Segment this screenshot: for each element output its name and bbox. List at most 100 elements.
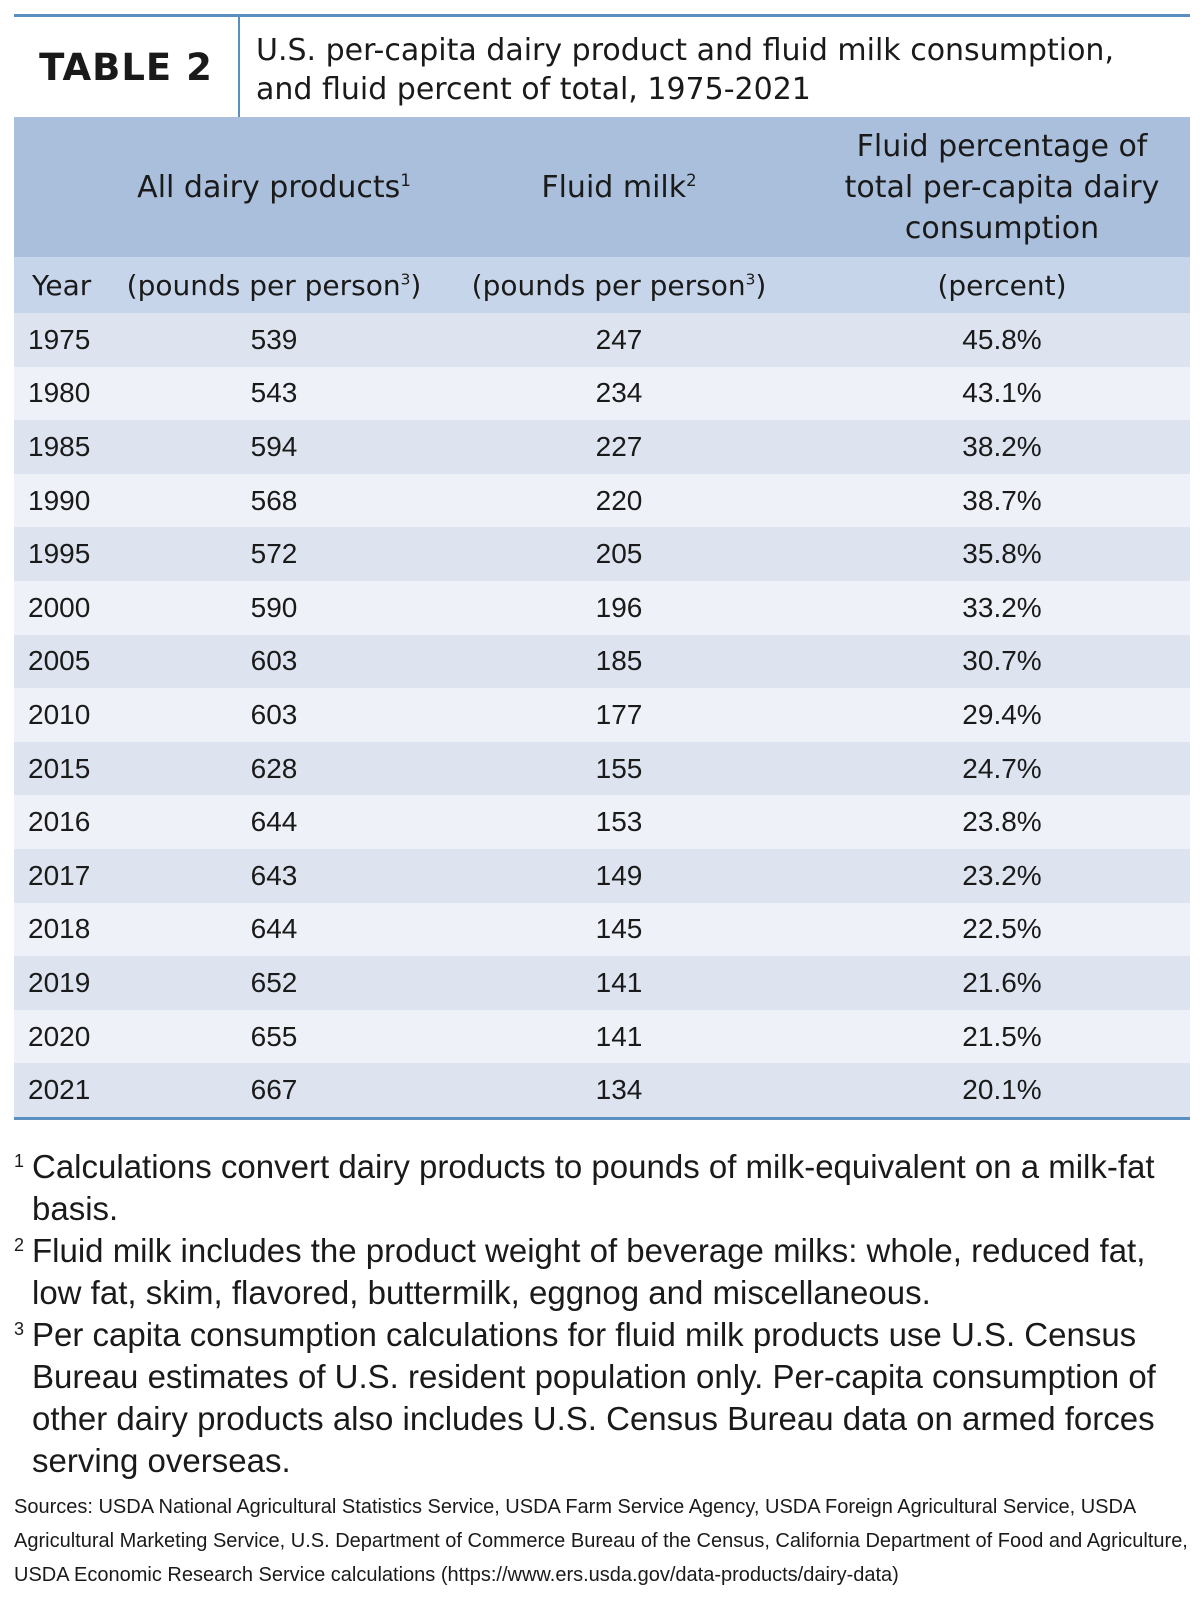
cell-fluid-pct: 30.7% bbox=[962, 645, 1042, 677]
cell-fluid-pct: 38.2% bbox=[962, 430, 1042, 462]
table-row: 2000 590 196 33.2% bbox=[14, 580, 1190, 635]
footnote-ref-3b: 3 bbox=[745, 270, 756, 289]
footnote-ref-2: 2 bbox=[686, 170, 697, 190]
cell-fluid-pct: 24.7% bbox=[962, 752, 1042, 784]
cell-fluid-pct: 22.5% bbox=[962, 913, 1042, 945]
fluid-milk-units-text: (pounds per person bbox=[471, 268, 746, 302]
table-row: 2016 644 153 23.8% bbox=[14, 795, 1190, 849]
cell-fluid-pct: 23.8% bbox=[962, 806, 1042, 838]
sources-note: Sources: USDA National Agricultural Stat… bbox=[14, 1495, 1188, 1586]
cell-all-dairy: 628 bbox=[250, 752, 298, 784]
cell-fluid-milk: 145 bbox=[595, 913, 643, 945]
col-all-dairy-label: All dairy products bbox=[137, 169, 401, 205]
cell-fluid-milk: 185 bbox=[595, 645, 643, 677]
cell-fluid-milk: 141 bbox=[595, 966, 643, 998]
table-row: 2020 655 141 21.5% bbox=[14, 1009, 1190, 1064]
footnote-ref-1: 1 bbox=[400, 170, 411, 190]
footnote: 1 Calculations convert dairy products to … bbox=[14, 1146, 1190, 1230]
cell-year: 2010 bbox=[28, 698, 91, 730]
cell-year: 1985 bbox=[28, 430, 91, 462]
cell-fluid-pct: 45.8% bbox=[962, 323, 1042, 355]
cell-fluid-pct: 23.2% bbox=[962, 859, 1042, 891]
col-fluid-milk-label: Fluid milk bbox=[541, 169, 687, 205]
table-header: TABLE 2 U.S. per-capita dairy product an… bbox=[14, 17, 1190, 117]
all-dairy-units-text: (pounds per person bbox=[126, 268, 401, 302]
table-row: 2018 644 145 22.5% bbox=[14, 902, 1190, 957]
col-fluid-pct-line-1: Fluid percentage of bbox=[856, 128, 1148, 164]
table-title: U.S. per-capita dairy product and fluid … bbox=[240, 17, 1190, 117]
cell-fluid-pct: 43.1% bbox=[962, 377, 1042, 409]
footnote: 3 Per capita consumption calculations for… bbox=[14, 1314, 1190, 1482]
cell-all-dairy: 594 bbox=[250, 430, 298, 462]
cell-fluid-milk: 234 bbox=[595, 377, 643, 409]
cell-year: 2000 bbox=[28, 591, 91, 623]
table-row: 2005 603 185 30.7% bbox=[14, 634, 1190, 689]
column-header-row: All dairy products1 Fluid milk2 Fluid pe… bbox=[14, 117, 1190, 257]
cell-year: 2020 bbox=[28, 1020, 91, 1052]
cell-all-dairy: 655 bbox=[250, 1020, 298, 1052]
cell-fluid-pct: 20.1% bbox=[962, 1074, 1042, 1106]
cell-all-dairy: 652 bbox=[250, 966, 298, 998]
footnote: 2 Fluid milk includes the product weight … bbox=[14, 1230, 1190, 1314]
title-line-1: U.S. per-capita dairy product and fluid … bbox=[256, 33, 1114, 68]
cell-all-dairy: 644 bbox=[250, 913, 298, 945]
col-all-dairy-header: All dairy products1 bbox=[124, 167, 424, 208]
cell-all-dairy: 572 bbox=[250, 538, 298, 570]
cell-year: 2019 bbox=[28, 966, 91, 998]
fluid-milk-units: (pounds per person3) bbox=[424, 269, 814, 302]
cell-all-dairy: 590 bbox=[250, 591, 298, 623]
cell-all-dairy: 644 bbox=[250, 806, 298, 838]
cell-year: 2015 bbox=[28, 752, 91, 784]
cell-fluid-pct: 38.7% bbox=[962, 484, 1042, 516]
footnote-mark: 1 bbox=[14, 1150, 25, 1171]
col-fluid-pct-line-3: consumption bbox=[904, 210, 1100, 246]
fluid-pct-units: (percent) bbox=[937, 268, 1067, 302]
col-fluid-pct-line-2: total per-capita dairy bbox=[844, 169, 1160, 205]
col-fluid-pct-header: Fluid percentage of total per-capita dai… bbox=[814, 126, 1190, 249]
units-header-row: Year (pounds per person3) (pounds per pe… bbox=[14, 257, 1190, 313]
cell-fluid-milk: 220 bbox=[595, 484, 643, 516]
cell-all-dairy: 603 bbox=[250, 645, 298, 677]
footnotes: 1 Calculations convert dairy products to … bbox=[14, 1146, 1190, 1482]
cell-fluid-milk: 196 bbox=[595, 591, 643, 623]
cell-year: 2016 bbox=[28, 806, 91, 838]
table-row: 1975 539 247 45.8% bbox=[14, 313, 1190, 367]
year-header: Year bbox=[32, 268, 92, 302]
cell-fluid-pct: 29.4% bbox=[962, 698, 1042, 730]
cell-fluid-milk: 141 bbox=[595, 1020, 643, 1052]
all-dairy-units: (pounds per person3) bbox=[124, 269, 424, 302]
cell-year: 1980 bbox=[28, 377, 91, 409]
table-container: TABLE 2 U.S. per-capita dairy product an… bbox=[14, 14, 1190, 1592]
table-row: 2021 667 134 20.1% bbox=[14, 1063, 1190, 1117]
footnote-text: Per capita consumption calculations for … bbox=[32, 1315, 1156, 1479]
footnote-mark: 3 bbox=[14, 1318, 25, 1339]
cell-all-dairy: 643 bbox=[250, 859, 298, 891]
cell-fluid-milk: 247 bbox=[595, 323, 643, 355]
cell-fluid-milk: 149 bbox=[595, 859, 643, 891]
fluid-milk-units-close: ) bbox=[755, 268, 767, 302]
cell-year: 2018 bbox=[28, 913, 91, 945]
cell-fluid-milk: 177 bbox=[595, 698, 643, 730]
cell-all-dairy: 539 bbox=[250, 323, 298, 355]
cell-fluid-milk: 155 bbox=[595, 752, 643, 784]
footnote-text: Fluid milk includes the product weight o… bbox=[32, 1231, 1146, 1311]
cell-year: 1975 bbox=[28, 323, 91, 355]
cell-all-dairy: 667 bbox=[250, 1074, 298, 1106]
footnote-mark: 2 bbox=[14, 1234, 25, 1255]
table-row: 2015 628 155 24.7% bbox=[14, 741, 1190, 796]
cell-fluid-pct: 33.2% bbox=[962, 591, 1042, 623]
table-row: 1980 543 234 43.1% bbox=[14, 366, 1190, 421]
cell-year: 2017 bbox=[28, 859, 91, 891]
cell-fluid-milk: 153 bbox=[595, 806, 643, 838]
top-rule bbox=[14, 14, 1190, 17]
col-fluid-milk-header: Fluid milk2 bbox=[424, 167, 814, 208]
cell-fluid-milk: 205 bbox=[595, 538, 643, 570]
table-row: 1990 568 220 38.7% bbox=[14, 473, 1190, 528]
cell-year: 1995 bbox=[28, 538, 91, 570]
all-dairy-units-close: ) bbox=[410, 268, 422, 302]
cell-all-dairy: 603 bbox=[250, 698, 298, 730]
cell-fluid-milk: 227 bbox=[595, 430, 643, 462]
table-row: 2019 652 141 21.6% bbox=[14, 956, 1190, 1010]
cell-year: 2021 bbox=[28, 1074, 91, 1106]
title-line-2: and fluid percent of total, 1975-2021 bbox=[256, 72, 811, 107]
